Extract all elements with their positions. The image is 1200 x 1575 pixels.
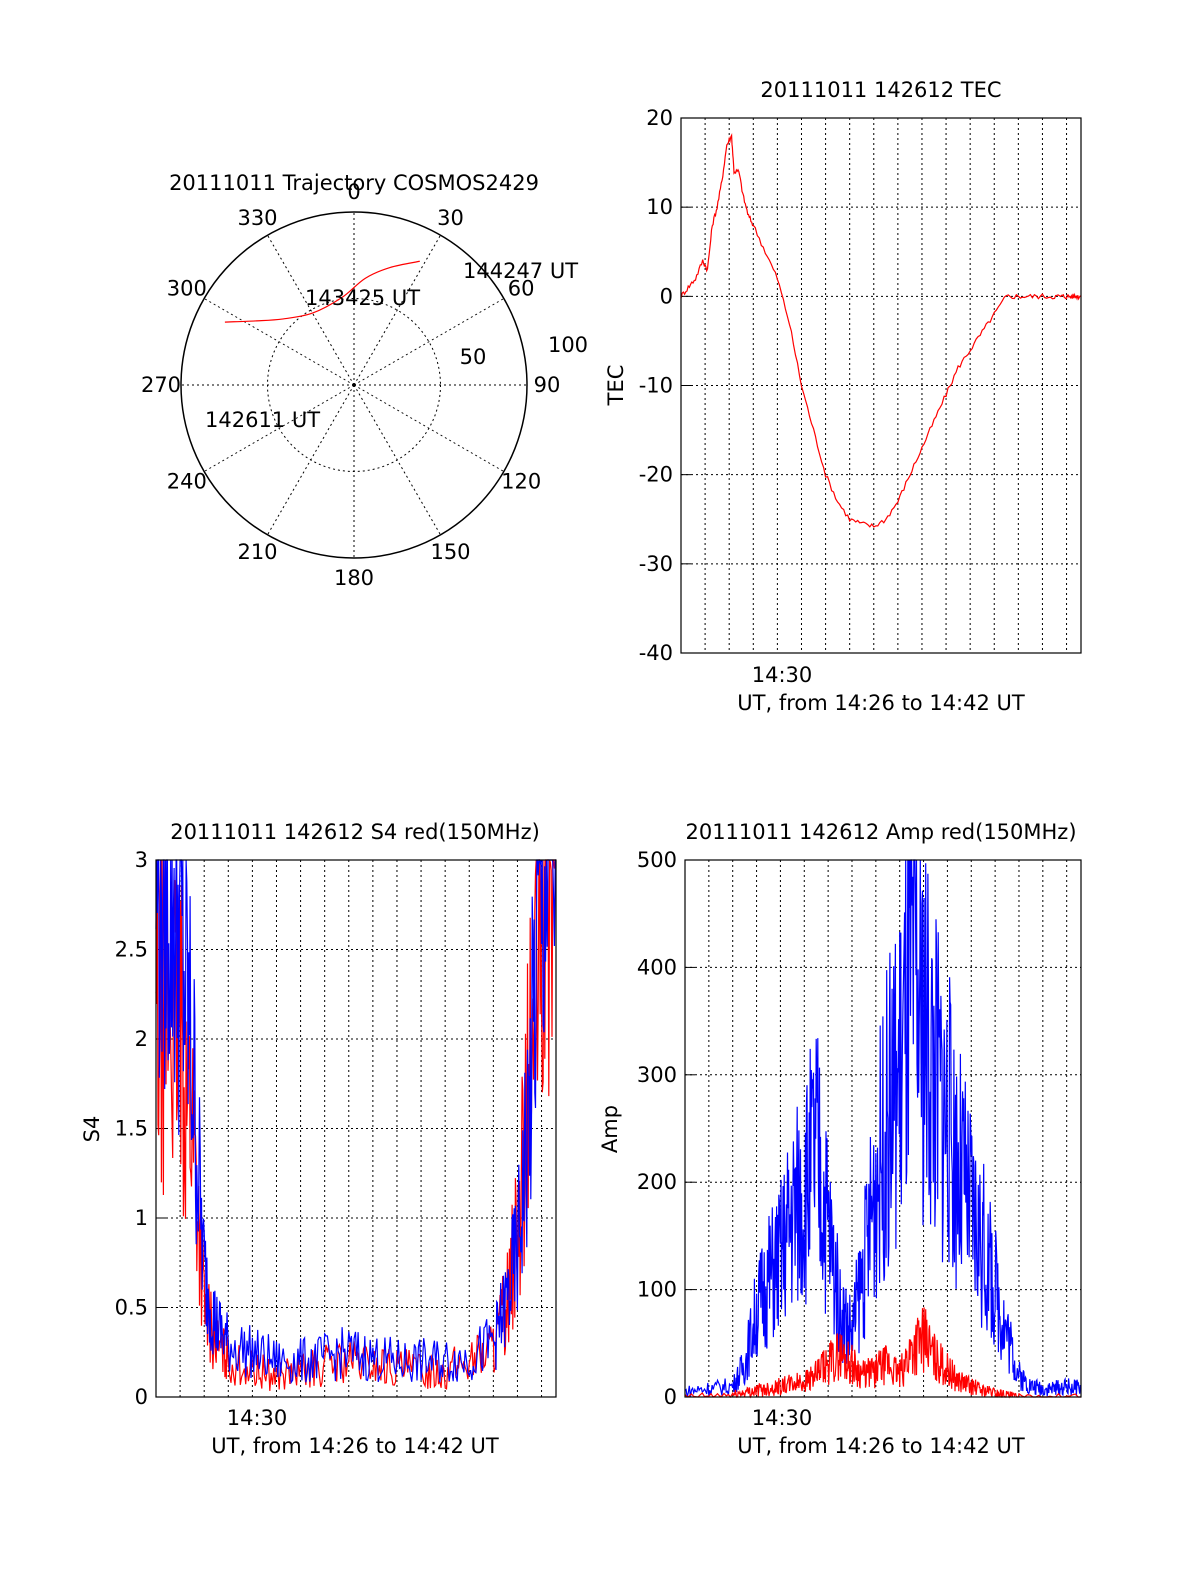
amp-plot-frame xyxy=(684,859,1082,1398)
polar-radial-label-50: 50 xyxy=(460,345,487,369)
polar-azimuth-label: 30 xyxy=(437,206,464,230)
tec-grid xyxy=(681,117,1081,654)
polar-track xyxy=(224,260,420,323)
tec-x-tick-label: 14:30 xyxy=(752,663,813,687)
tec-x-label: UT, from 14:26 to 14:42 UT xyxy=(737,691,1025,715)
polar-azimuth-label: 210 xyxy=(237,540,277,564)
s4-panel: 20111011 142612 S4 red(150MHz) 0 0.5 1 1.5 2… xyxy=(80,820,557,1458)
tec-panel: 20111011 142612 TEC -40 -30 -20 -10 0 10 20 14… xyxy=(604,78,1082,715)
y-tick-label: 2 xyxy=(135,1027,148,1051)
y-tick-label: 0 xyxy=(135,1385,148,1409)
y-tick-label: 3 xyxy=(135,848,148,872)
amp-series-blue-line xyxy=(684,859,1082,1398)
y-tick-label: 0.5 xyxy=(115,1296,148,1320)
polar-title: 20111011 Trajectory COSMOS2429 xyxy=(169,171,539,195)
tec-y-tick-labels: -40 -30 -20 -10 0 10 20 xyxy=(639,106,673,665)
polar-azimuth-label: 120 xyxy=(501,470,541,494)
polar-ring-50 xyxy=(267,298,441,472)
polar-azimuth-label: 90 xyxy=(534,373,561,397)
s4-grid xyxy=(156,859,556,1398)
y-tick-label: 1 xyxy=(135,1206,148,1230)
tec-y-label: TEC xyxy=(604,365,628,407)
y-tick-label: -10 xyxy=(639,374,673,398)
y-tick-label: 10 xyxy=(646,195,673,219)
s4-y-tick-labels: 0 0.5 1 1.5 2 2.5 3 xyxy=(115,848,148,1409)
polar-azimuth-label: 300 xyxy=(167,277,207,301)
polar-panel: 20111011 Trajectory COSMOS2429 0 30 60 90 12… xyxy=(141,171,588,590)
s4-title: 20111011 142612 S4 red(150MHz) xyxy=(170,820,540,844)
y-tick-label: 500 xyxy=(637,848,677,872)
y-tick-label: -30 xyxy=(639,552,673,576)
polar-point-label-start: 142611 UT xyxy=(205,408,320,432)
y-tick-label: -20 xyxy=(639,463,673,487)
amp-series-red-line xyxy=(684,1307,1081,1399)
polar-spoke xyxy=(353,298,505,386)
s4-x-label: UT, from 14:26 to 14:42 UT xyxy=(211,1434,499,1458)
polar-azimuth-label: 330 xyxy=(237,206,277,230)
polar-point-label-end: 144247 UT xyxy=(463,259,578,283)
amp-y-tick-labels: 0 100 200 300 400 500 xyxy=(637,848,677,1409)
y-tick-label: 0 xyxy=(664,1385,677,1409)
tec-series-line xyxy=(680,132,1082,528)
amp-y-label: Amp xyxy=(598,1105,622,1153)
y-tick-label: 2.5 xyxy=(115,938,148,962)
y-tick-label: 300 xyxy=(637,1063,677,1087)
polar-azimuth-label: 0 xyxy=(347,180,360,204)
y-tick-label: 20 xyxy=(646,106,673,130)
y-tick-label: 200 xyxy=(637,1170,677,1194)
s4-plot-frame xyxy=(155,859,557,1398)
polar-azimuth-label: 240 xyxy=(167,470,207,494)
polar-azimuth-label: 270 xyxy=(141,373,181,397)
polar-point-label-mid: 143425 UT xyxy=(305,286,420,310)
polar-spoke xyxy=(353,234,441,386)
amp-x-tick-label: 14:30 xyxy=(752,1406,813,1430)
y-tick-label: 0 xyxy=(660,284,673,308)
amp-x-label: UT, from 14:26 to 14:42 UT xyxy=(737,1434,1025,1458)
amp-title: 20111011 142612 Amp red(150MHz) xyxy=(685,820,1076,844)
polar-azimuth-label: 180 xyxy=(334,566,374,590)
tec-plot-frame xyxy=(680,117,1082,654)
polar-azimuth-label: 60 xyxy=(508,277,535,301)
polar-azimuth-label: 150 xyxy=(430,540,470,564)
amp-panel: 20111011 142612 Amp red(150MHz) 0 100 200 3… xyxy=(598,820,1082,1458)
polar-azimuth-labels: 0 30 60 90 120 150 180 210 240 270 300 330 xyxy=(141,180,560,590)
polar-radial-label-100: 100 xyxy=(548,333,588,357)
s4-series-blue-line xyxy=(155,859,556,1385)
y-tick-label: 400 xyxy=(637,955,677,979)
tec-title: 20111011 142612 TEC xyxy=(760,78,1001,102)
s4-x-tick-label: 14:30 xyxy=(227,1406,288,1430)
polar-outer-circle xyxy=(180,211,528,559)
s4-series-red-line xyxy=(155,859,556,1391)
s4-y-label: S4 xyxy=(80,1116,104,1143)
y-tick-label: 1.5 xyxy=(115,1117,148,1141)
y-tick-label: 100 xyxy=(637,1278,677,1302)
y-tick-label: -40 xyxy=(639,641,673,665)
polar-grid xyxy=(181,212,527,558)
